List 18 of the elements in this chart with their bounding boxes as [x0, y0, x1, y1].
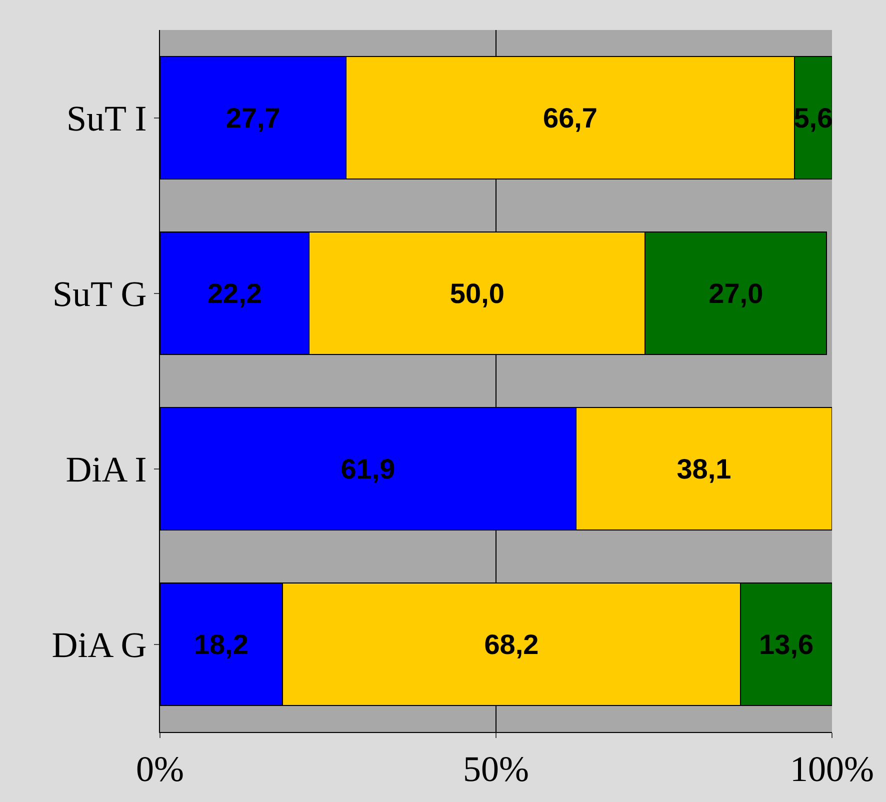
y-tick-label: DiA I	[66, 449, 147, 490]
y-tick-label: SuT G	[52, 274, 147, 314]
y-tick-label: DiA G	[52, 624, 147, 665]
data-label: 66,7	[543, 102, 598, 134]
data-label: 5,6	[794, 102, 833, 134]
data-label: 38,1	[676, 453, 732, 484]
x-tick-label: 50%	[463, 749, 529, 790]
data-label: 50,0	[450, 278, 504, 309]
x-tick-label: 100%	[790, 749, 874, 790]
y-tick-label: SuT I	[66, 98, 147, 138]
data-label: 68,2	[484, 628, 539, 660]
x-tick-label: 0%	[136, 749, 184, 790]
data-label: 13,6	[759, 628, 814, 660]
data-label: 27,7	[226, 102, 280, 134]
data-label: 22,2	[207, 278, 262, 309]
data-label: 61,9	[340, 453, 396, 484]
data-label: 27,0	[708, 278, 764, 309]
data-label: 18,2	[194, 628, 248, 660]
